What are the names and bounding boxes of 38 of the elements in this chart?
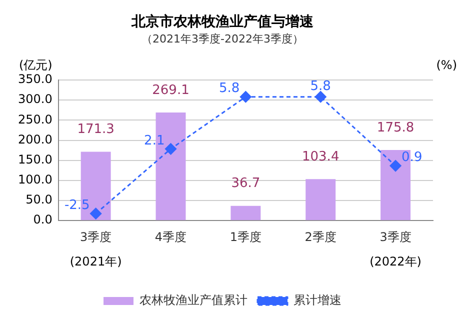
legend-label: 累计增速	[294, 293, 342, 308]
y-tick-label: 350.0	[18, 72, 52, 86]
y-tick-label: 300.0	[18, 92, 52, 106]
x-tick-label: 2季度	[304, 230, 336, 244]
y-axis-title: (亿元)	[18, 58, 52, 72]
data-label: 5.8	[218, 81, 240, 96]
bar	[306, 179, 336, 220]
point	[390, 160, 402, 172]
y2-axis-title: (%)	[436, 58, 457, 72]
data-label: 0.9	[402, 150, 422, 166]
y-tick-label: 100.0	[18, 172, 52, 187]
data-label: -2.5	[64, 198, 90, 213]
chart-subtitle: （2021年3季度-2022年3季度）	[142, 32, 304, 46]
point	[165, 143, 176, 155]
data-label: 103.4	[302, 149, 340, 164]
y-tick-label: 50.0	[26, 192, 52, 207]
x-tick-label: 3季度	[380, 230, 412, 244]
point	[240, 91, 252, 103]
data-label: 269.1	[152, 82, 190, 98]
bar	[230, 206, 261, 220]
text: (2022年)	[370, 254, 422, 269]
legend-label: 农林牧渔业产值累计	[140, 293, 248, 308]
data-label: 36.7	[231, 176, 260, 192]
chart-title: 北京市农林牧渔业产值与增速	[130, 13, 314, 30]
y-tick-label: 250.0	[18, 112, 52, 126]
x-tick-label: 1季度	[230, 230, 262, 244]
data-label: 171.3	[77, 122, 114, 138]
y-tick-label: 200.0	[18, 132, 52, 146]
x-tick-label: 4季度	[154, 230, 187, 244]
data-label: 5.8	[310, 79, 331, 94]
x-tick-label: 3季度	[80, 230, 112, 244]
text: (2021年)	[70, 254, 122, 269]
y-tick-label: 150.0	[18, 152, 52, 166]
data-label: 175.8	[376, 120, 414, 136]
point	[90, 208, 102, 220]
data-label: 2.1	[144, 133, 165, 148]
y-tick-label: 0.0	[33, 212, 52, 227]
point	[314, 91, 326, 103]
